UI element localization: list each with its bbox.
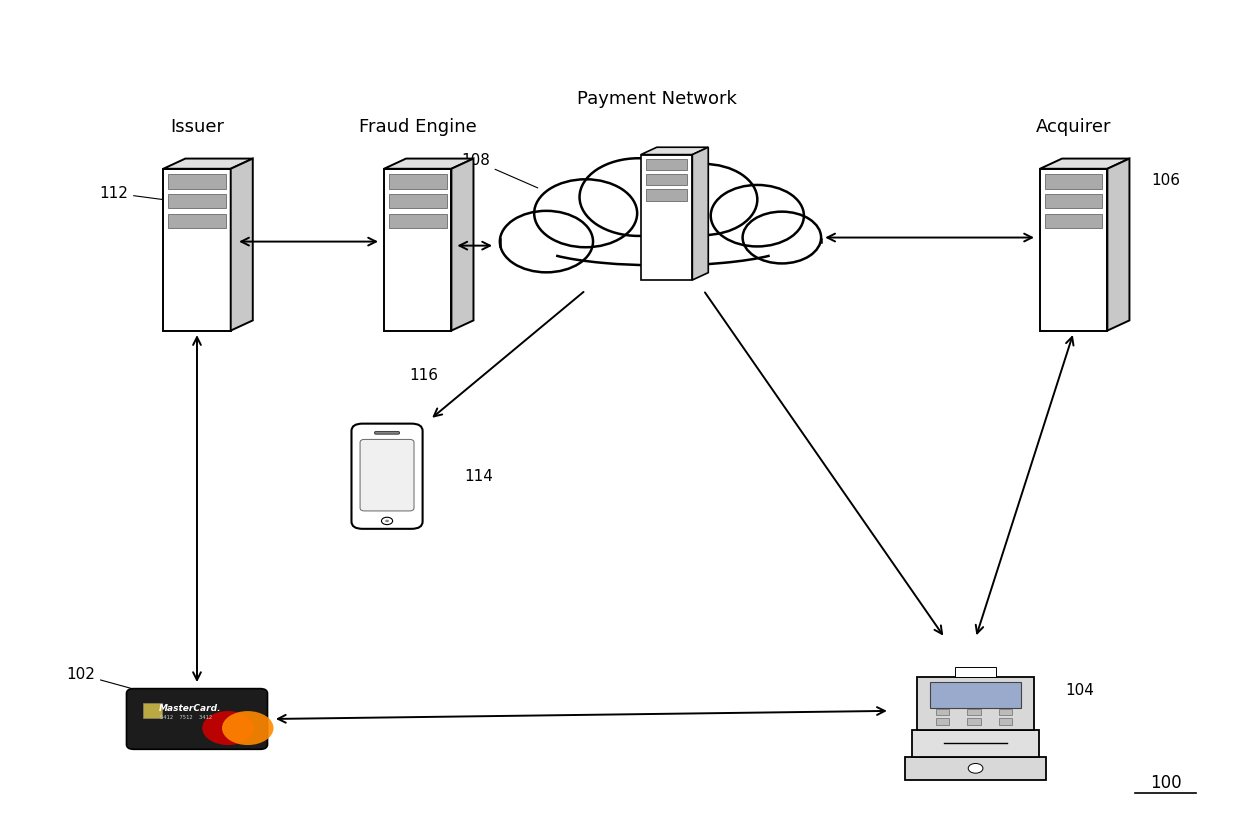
Ellipse shape — [543, 195, 782, 248]
Polygon shape — [384, 159, 474, 169]
Text: 116: 116 — [409, 368, 438, 383]
Circle shape — [743, 212, 821, 263]
Circle shape — [650, 164, 758, 235]
Bar — [918, 677, 1034, 730]
Bar — [998, 709, 1012, 715]
Bar — [646, 189, 687, 201]
Bar — [1045, 214, 1102, 228]
FancyArrowPatch shape — [460, 242, 490, 249]
FancyArrowPatch shape — [193, 337, 201, 680]
Bar — [955, 667, 996, 677]
FancyArrowPatch shape — [434, 292, 584, 416]
FancyBboxPatch shape — [351, 424, 423, 529]
Bar — [967, 709, 981, 715]
Text: Acquirer: Acquirer — [1035, 119, 1111, 137]
Polygon shape — [692, 147, 708, 280]
Text: Payment Network: Payment Network — [577, 90, 737, 108]
Bar — [646, 159, 687, 170]
Circle shape — [968, 764, 983, 773]
Bar — [164, 169, 231, 331]
Polygon shape — [1040, 159, 1130, 169]
Circle shape — [222, 711, 274, 745]
Text: 112: 112 — [99, 185, 172, 201]
Polygon shape — [451, 159, 474, 331]
Bar — [936, 709, 949, 715]
Bar — [169, 174, 226, 188]
Bar — [169, 214, 226, 228]
Bar — [1040, 169, 1107, 331]
Bar — [646, 174, 687, 185]
Text: 108: 108 — [461, 153, 538, 188]
Circle shape — [500, 211, 593, 272]
FancyBboxPatch shape — [360, 439, 414, 511]
Bar — [913, 730, 1039, 757]
Text: Issuer: Issuer — [170, 119, 224, 137]
Text: 114: 114 — [465, 469, 494, 484]
Circle shape — [711, 185, 804, 246]
Text: 102: 102 — [66, 667, 151, 694]
Bar — [389, 174, 446, 188]
Circle shape — [382, 517, 393, 524]
Text: MasterCard.: MasterCard. — [159, 704, 221, 713]
Polygon shape — [231, 159, 253, 331]
FancyArrowPatch shape — [241, 238, 376, 245]
FancyArrowPatch shape — [976, 337, 1074, 634]
FancyArrowPatch shape — [827, 234, 1032, 241]
Bar — [389, 214, 446, 228]
Text: Fraud Engine: Fraud Engine — [358, 119, 476, 137]
Circle shape — [386, 519, 389, 523]
Text: 106: 106 — [1151, 174, 1180, 188]
Bar — [967, 718, 981, 724]
FancyArrowPatch shape — [706, 292, 942, 634]
Bar — [389, 194, 446, 208]
Circle shape — [579, 158, 697, 236]
Bar — [641, 155, 692, 280]
Polygon shape — [641, 147, 708, 155]
Text: 104: 104 — [1065, 683, 1094, 698]
Bar — [936, 718, 949, 724]
Bar — [930, 682, 1021, 708]
Text: 100: 100 — [1149, 774, 1182, 792]
Bar — [169, 194, 226, 208]
Polygon shape — [164, 159, 253, 169]
FancyBboxPatch shape — [126, 689, 268, 749]
FancyBboxPatch shape — [374, 431, 399, 435]
Circle shape — [534, 179, 637, 247]
Bar — [1045, 194, 1102, 208]
Circle shape — [202, 711, 254, 745]
Bar — [384, 169, 451, 331]
Bar — [144, 703, 161, 718]
Bar — [1045, 174, 1102, 188]
Text: 110: 110 — [723, 202, 804, 217]
Bar — [998, 718, 1012, 724]
Bar — [905, 757, 1047, 779]
Polygon shape — [1107, 159, 1130, 331]
Text: 5412  7512  3412: 5412 7512 3412 — [160, 715, 212, 720]
Ellipse shape — [534, 221, 791, 266]
FancyArrowPatch shape — [278, 707, 885, 723]
